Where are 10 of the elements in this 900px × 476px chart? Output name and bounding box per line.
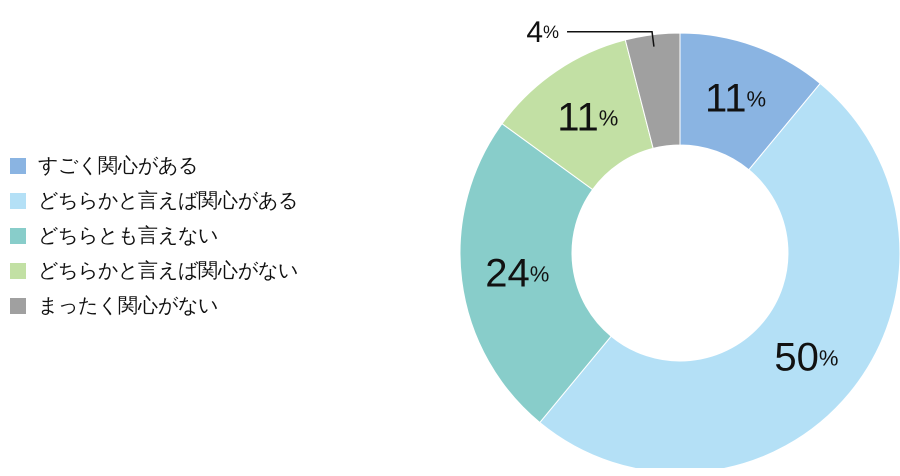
legend-label: すごく関心がある [38, 154, 198, 179]
data-label: 11% [705, 76, 766, 121]
data-label: 24% [485, 252, 550, 296]
legend-label: どちらかと言えば関心がある [38, 189, 298, 214]
data-label: 50% [774, 336, 838, 380]
legend-label: どちらとも言えない [38, 224, 218, 249]
data-label: 4% [526, 15, 560, 48]
data-label: 11% [557, 95, 618, 140]
legend-label: まったく関心がない [38, 294, 218, 319]
legend-label: どちらかと言えば関心がない [38, 259, 298, 284]
